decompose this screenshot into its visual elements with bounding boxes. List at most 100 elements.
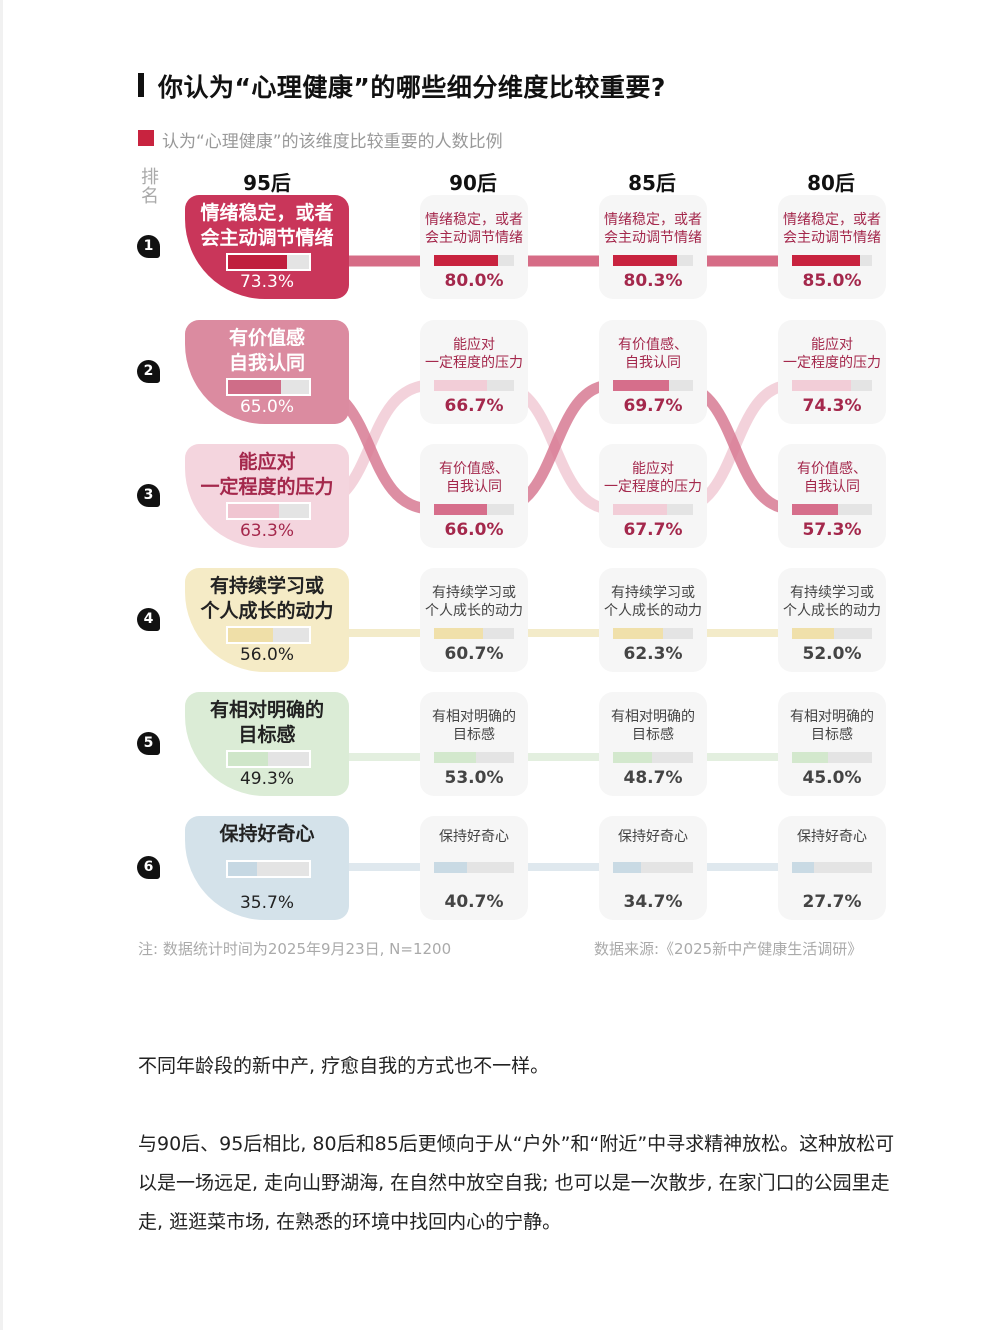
dimension-label-line1: 有持续学习或 (790, 585, 874, 601)
value-bar-fill (434, 752, 477, 763)
dimension-label-line2: 个人成长的动力 (425, 603, 523, 619)
value-bar-fill (228, 628, 274, 642)
value-bar-fill (792, 380, 852, 391)
dimension-label: 能应对 一定程度的压力 (599, 460, 707, 496)
dimension-label-line1: 有持续学习或 (611, 585, 695, 601)
dimension-label: 能应对 一定程度的压力 (185, 450, 349, 500)
value-bar (792, 628, 872, 639)
dimension-label: 有价值感、 自我认同 (420, 460, 528, 496)
percentage-value: 85.0% (802, 271, 862, 291)
dimension-label-line1: 保持好奇心 (797, 829, 867, 845)
percentage-value: 69.7% (623, 396, 683, 416)
dimension-label-line1: 有持续学习或 (209, 575, 324, 597)
value-bar (792, 380, 872, 391)
dimension-label-line1: 保持好奇心 (439, 829, 509, 845)
value-bar (434, 752, 514, 763)
dimension-label-line1: 有相对明确的 (432, 709, 516, 725)
dimension-label-line2: 会主动调节情绪 (604, 230, 702, 246)
rank-card-85-6: 保持好奇心 34.7% (599, 816, 707, 920)
rank-card-80-6: 保持好奇心 27.7% (778, 816, 886, 920)
value-bar (613, 862, 693, 873)
dimension-label: 情绪稳定，或者 会主动调节情绪 (599, 211, 707, 247)
dimension-label: 有持续学习或 个人成长的动力 (778, 584, 886, 620)
rank-card-90-2: 能应对 一定程度的压力 66.7% (420, 320, 528, 424)
rank-badge-5: 5 (137, 732, 160, 755)
dimension-label-line2: 自我认同 (228, 352, 305, 374)
value-bar (226, 626, 311, 644)
value-bar-fill (613, 380, 669, 391)
rank-card-85-2: 有价值感、 自我认同 69.7% (599, 320, 707, 424)
dimension-label: 保持好奇心 (778, 828, 886, 846)
percentage-value: 49.3% (239, 769, 294, 789)
percentage-value: 34.7% (623, 892, 683, 912)
column-header-80: 80后 (807, 171, 855, 195)
dimension-label-line2: 一定程度的压力 (200, 476, 334, 498)
value-bar (226, 378, 311, 396)
percentage-value: 63.3% (239, 521, 294, 541)
dimension-label-line2: 目标感 (453, 727, 495, 743)
dimension-label: 保持好奇心 (599, 828, 707, 846)
dimension-label-line1: 有相对明确的 (790, 709, 874, 725)
value-bar-fill (434, 255, 498, 266)
dimension-label-line2: 会主动调节情绪 (425, 230, 523, 246)
dimension-label-line1: 保持好奇心 (618, 829, 688, 845)
percentage-value: 60.7% (444, 644, 504, 664)
dimension-label-line2: 一定程度的压力 (604, 479, 702, 495)
dimension-label-line1: 情绪稳定，或者 (200, 202, 334, 224)
dimension-label: 情绪稳定，或者 会主动调节情绪 (778, 211, 886, 247)
dimension-label-line1: 保持好奇心 (219, 823, 315, 845)
value-bar-fill (792, 255, 860, 266)
dimension-label-line1: 情绪稳定，或者 (425, 212, 523, 228)
legend-swatch (138, 130, 154, 146)
value-bar-fill (792, 752, 828, 763)
dimension-label: 有持续学习或 个人成长的动力 (420, 584, 528, 620)
rank-card-85-4: 有持续学习或 个人成长的动力 62.3% (599, 568, 707, 672)
rank-card-80-1: 情绪稳定，或者 会主动调节情绪 85.0% (778, 195, 886, 299)
dimension-label-line2: 目标感 (238, 724, 296, 746)
body-paragraph-2: 与90后、95后相比, 80后和85后更倾向于从“户外”和“附近”中寻求精神放松… (138, 1133, 895, 1233)
percentage-value: 67.7% (623, 520, 683, 540)
value-bar (613, 504, 693, 515)
dimension-label-line1: 能应对 (453, 337, 495, 353)
rank-card-80-5: 有相对明确的 目标感 45.0% (778, 692, 886, 796)
dimension-label: 有相对明确的 目标感 (185, 698, 349, 748)
title-accent-bar (138, 73, 144, 97)
dimension-label-line1: 有相对明确的 (611, 709, 695, 725)
value-bar (434, 862, 514, 873)
value-bar-fill (792, 628, 834, 639)
dimension-label-line1: 有价值感、 (439, 461, 509, 477)
value-bar (613, 380, 693, 391)
value-bar-fill (434, 862, 467, 873)
rank-card-85-3: 能应对 一定程度的压力 67.7% (599, 444, 707, 548)
dimension-label-line2: 目标感 (632, 727, 674, 743)
value-bar (226, 253, 311, 271)
rank-card-90-4: 有持续学习或 个人成长的动力 60.7% (420, 568, 528, 672)
dimension-label-line2: 个人成长的动力 (604, 603, 702, 619)
percentage-value: 40.7% (444, 892, 504, 912)
dimension-label: 情绪稳定，或者 会主动调节情绪 (420, 211, 528, 247)
percentage-value: 56.0% (239, 645, 294, 665)
dimension-label: 有价值感 自我认同 (185, 326, 349, 376)
value-bar (792, 752, 872, 763)
value-bar-fill (613, 504, 668, 515)
value-bar-fill (228, 862, 257, 876)
column-header-85: 85后 (628, 171, 676, 195)
percentage-value: 73.3% (239, 272, 294, 292)
column-header-90: 90后 (449, 171, 497, 195)
dimension-label-line1: 有价值感 (228, 327, 305, 349)
dimension-label-line2: 会主动调节情绪 (200, 227, 334, 249)
percentage-value: 45.0% (802, 768, 862, 788)
dimension-label-line1: 有持续学习或 (432, 585, 516, 601)
rank-card-80-3: 有价值感、 自我认同 57.3% (778, 444, 886, 548)
rank-card-95-3: 能应对 一定程度的压力 63.3% (185, 444, 349, 548)
value-bar (613, 255, 693, 266)
dimension-label: 保持好奇心 (185, 822, 349, 847)
dimension-label-line2: 一定程度的压力 (425, 355, 523, 371)
dimension-label: 有相对明确的 目标感 (778, 708, 886, 744)
value-bar-fill (613, 255, 678, 266)
value-bar-fill (434, 628, 483, 639)
rank-badge-4: 4 (137, 608, 160, 631)
value-bar (226, 502, 311, 520)
rank-card-85-1: 情绪稳定，或者 会主动调节情绪 80.3% (599, 195, 707, 299)
value-bar-fill (613, 862, 641, 873)
